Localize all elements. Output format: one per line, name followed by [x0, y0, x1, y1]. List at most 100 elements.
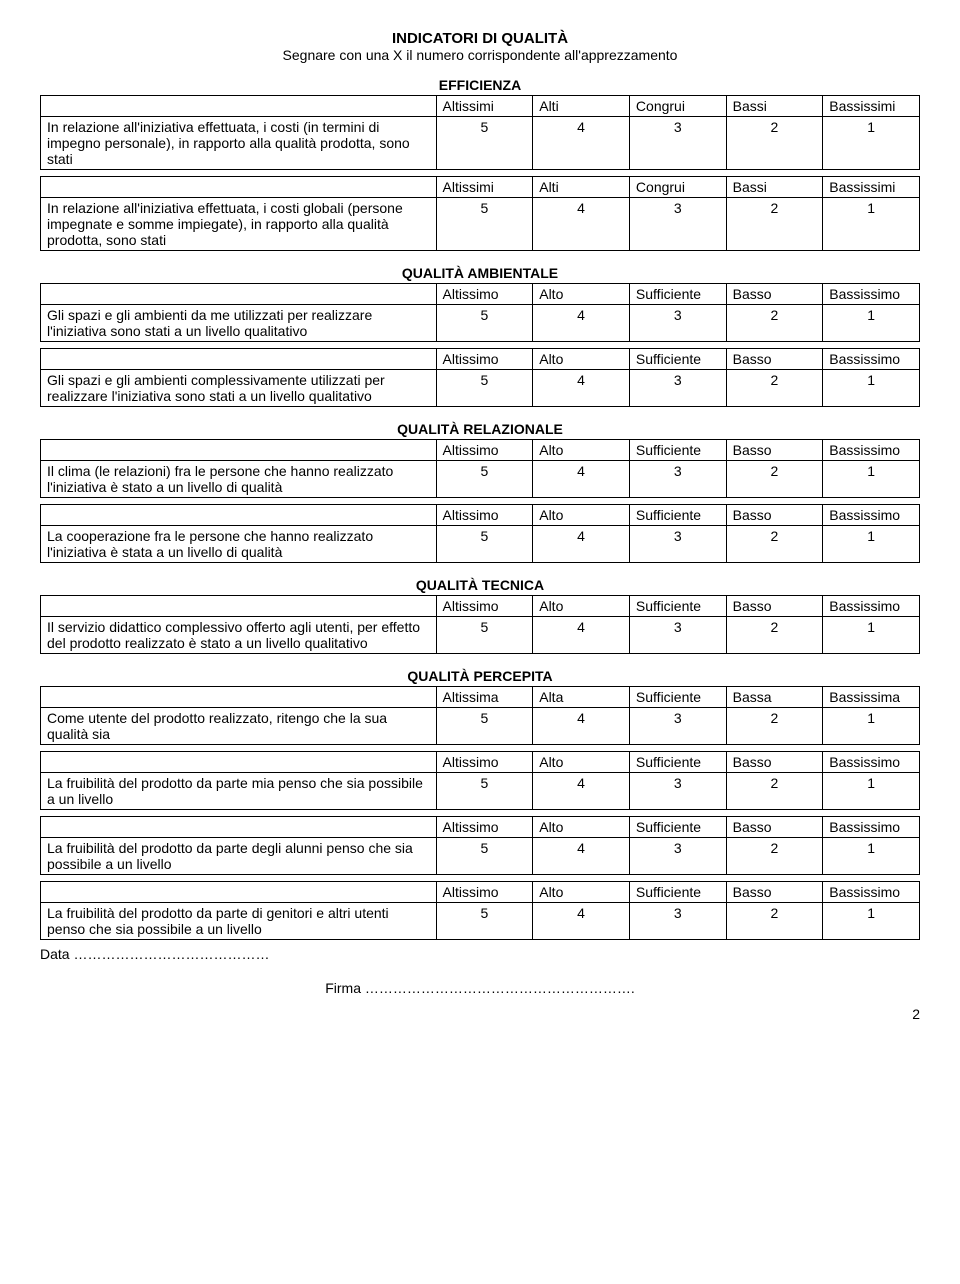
- rating-cell[interactable]: 5: [436, 198, 533, 251]
- scale-header: Basso: [726, 440, 823, 461]
- scale-header: Sufficiente: [629, 882, 726, 903]
- rating-cell[interactable]: 4: [533, 370, 630, 407]
- rating-cell[interactable]: 5: [436, 461, 533, 498]
- scale-header: Altissimo: [436, 596, 533, 617]
- rating-cell[interactable]: 4: [533, 617, 630, 654]
- scale-header: Altissimo: [436, 882, 533, 903]
- rating-cell[interactable]: 1: [823, 773, 920, 810]
- rating-cell[interactable]: 2: [726, 305, 823, 342]
- rating-cell[interactable]: 3: [629, 305, 726, 342]
- rating-cell[interactable]: 1: [823, 198, 920, 251]
- section-heading: EFFICIENZA: [40, 77, 920, 93]
- page-number: 2: [40, 1006, 920, 1022]
- rating-cell[interactable]: 3: [629, 370, 726, 407]
- scale-header: Basso: [726, 817, 823, 838]
- rating-cell[interactable]: 3: [629, 461, 726, 498]
- rating-cell[interactable]: 1: [823, 526, 920, 563]
- rating-cell[interactable]: 3: [629, 773, 726, 810]
- rating-cell[interactable]: 3: [629, 708, 726, 745]
- rating-cell[interactable]: 5: [436, 117, 533, 170]
- section-heading: QUALITÀ RELAZIONALE: [40, 421, 920, 437]
- rating-cell[interactable]: 4: [533, 903, 630, 940]
- rating-cell[interactable]: 2: [726, 461, 823, 498]
- date-line: Data ……………………………………: [40, 946, 920, 962]
- scale-header: Altissimi: [436, 96, 533, 117]
- rating-cell[interactable]: 5: [436, 708, 533, 745]
- rating-table: AltissimoAltoSufficienteBassoBassissimoG…: [40, 348, 920, 407]
- scale-header: Alta: [533, 687, 630, 708]
- scale-header: Bassi: [726, 96, 823, 117]
- scale-header: Congrui: [629, 177, 726, 198]
- rating-cell[interactable]: 1: [823, 617, 920, 654]
- table-header-empty: [41, 177, 437, 198]
- rating-table: AltissimoAltoSufficienteBassoBassissimoL…: [40, 504, 920, 563]
- rating-cell[interactable]: 5: [436, 526, 533, 563]
- rating-cell[interactable]: 1: [823, 305, 920, 342]
- scale-header: Alti: [533, 177, 630, 198]
- scale-header: Bassissimo: [823, 505, 920, 526]
- item-description: Il clima (le relazioni) fra le persone c…: [41, 461, 437, 498]
- scale-header: Sufficiente: [629, 505, 726, 526]
- rating-cell[interactable]: 5: [436, 305, 533, 342]
- scale-header: Alto: [533, 505, 630, 526]
- scale-header: Bassissima: [823, 687, 920, 708]
- section-heading: QUALITÀ TECNICA: [40, 577, 920, 593]
- rating-cell[interactable]: 3: [629, 903, 726, 940]
- scale-header: Bassissimo: [823, 349, 920, 370]
- scale-header: Basso: [726, 882, 823, 903]
- scale-header: Altissimo: [436, 752, 533, 773]
- rating-cell[interactable]: 2: [726, 526, 823, 563]
- scale-header: Alto: [533, 284, 630, 305]
- rating-cell[interactable]: 4: [533, 526, 630, 563]
- scale-header: Altissima: [436, 687, 533, 708]
- table-header-empty: [41, 687, 437, 708]
- rating-cell[interactable]: 2: [726, 903, 823, 940]
- rating-cell[interactable]: 2: [726, 117, 823, 170]
- scale-header: Bassi: [726, 177, 823, 198]
- scale-header: Basso: [726, 505, 823, 526]
- table-header-empty: [41, 96, 437, 117]
- scale-header: Bassissimo: [823, 817, 920, 838]
- rating-cell[interactable]: 4: [533, 305, 630, 342]
- rating-cell[interactable]: 2: [726, 370, 823, 407]
- item-description: La fruibilità del prodotto da parte degl…: [41, 838, 437, 875]
- rating-cell[interactable]: 2: [726, 773, 823, 810]
- rating-cell[interactable]: 3: [629, 117, 726, 170]
- rating-cell[interactable]: 1: [823, 117, 920, 170]
- rating-cell[interactable]: 4: [533, 708, 630, 745]
- rating-cell[interactable]: 5: [436, 370, 533, 407]
- rating-cell[interactable]: 2: [726, 708, 823, 745]
- rating-cell[interactable]: 3: [629, 617, 726, 654]
- item-description: La fruibilità del prodotto da parte mia …: [41, 773, 437, 810]
- rating-cell[interactable]: 2: [726, 617, 823, 654]
- scale-header: Bassissimo: [823, 752, 920, 773]
- rating-table: AltissimoAltoSufficienteBassoBassissimoI…: [40, 439, 920, 498]
- scale-header: Sufficiente: [629, 817, 726, 838]
- rating-cell[interactable]: 1: [823, 708, 920, 745]
- rating-cell[interactable]: 1: [823, 370, 920, 407]
- rating-cell[interactable]: 1: [823, 903, 920, 940]
- table-header-empty: [41, 505, 437, 526]
- scale-header: Bassissimi: [823, 177, 920, 198]
- rating-cell[interactable]: 5: [436, 617, 533, 654]
- scale-header: Altissimo: [436, 349, 533, 370]
- rating-cell[interactable]: 4: [533, 773, 630, 810]
- rating-cell[interactable]: 1: [823, 461, 920, 498]
- rating-cell[interactable]: 2: [726, 198, 823, 251]
- item-description: Gli spazi e gli ambienti complessivament…: [41, 370, 437, 407]
- rating-cell[interactable]: 4: [533, 198, 630, 251]
- rating-cell[interactable]: 5: [436, 838, 533, 875]
- rating-cell[interactable]: 3: [629, 526, 726, 563]
- rating-cell[interactable]: 1: [823, 838, 920, 875]
- rating-cell[interactable]: 4: [533, 117, 630, 170]
- rating-cell[interactable]: 4: [533, 838, 630, 875]
- scale-header: Alto: [533, 752, 630, 773]
- rating-cell[interactable]: 5: [436, 773, 533, 810]
- rating-cell[interactable]: 2: [726, 838, 823, 875]
- scale-header: Bassissimo: [823, 882, 920, 903]
- rating-cell[interactable]: 3: [629, 198, 726, 251]
- table-header-empty: [41, 817, 437, 838]
- rating-cell[interactable]: 5: [436, 903, 533, 940]
- rating-cell[interactable]: 3: [629, 838, 726, 875]
- rating-cell[interactable]: 4: [533, 461, 630, 498]
